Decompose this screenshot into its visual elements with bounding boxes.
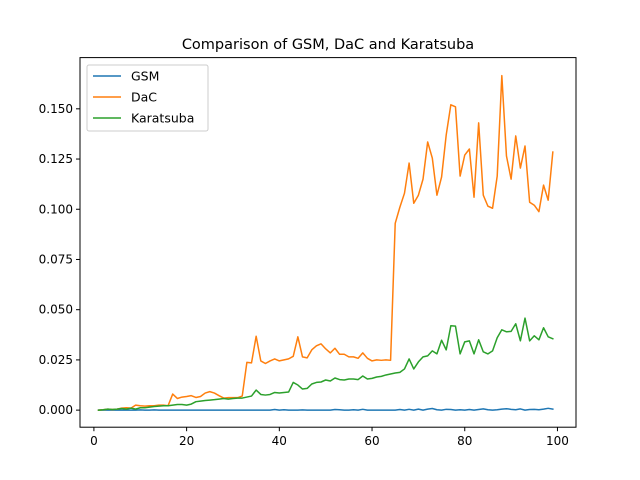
series-lines [97, 74, 554, 411]
series-line-dac [97, 74, 554, 411]
plot-area [79, 57, 577, 428]
legend-label-dac: DaC [131, 90, 157, 105]
axis-ticks: 0 20 40 60 80 100 0.000 0.025 0.050 0.075 0.100 0.1… [39, 102, 569, 448]
x-tick-label: 0 [90, 434, 98, 448]
x-tick-label: 20 [179, 434, 194, 448]
y-tick-label: 0.000 [39, 403, 73, 417]
series-line-gsm [97, 407, 554, 411]
x-tick-label: 40 [272, 434, 287, 448]
y-tick-label: 0.050 [39, 303, 73, 317]
chart-title: Comparison of GSM, DaC and Karatsuba [182, 37, 474, 53]
x-tick-label: 80 [457, 434, 472, 448]
legend: GSM DaC Karatsuba [86, 64, 209, 132]
legend-label-karatsuba: Karatsuba [131, 111, 194, 126]
y-tick-label: 0.100 [39, 202, 73, 216]
y-tick-label: 0.125 [39, 152, 73, 166]
y-tick-label: 0.150 [39, 102, 73, 116]
x-tick-label: 100 [546, 434, 569, 448]
legend-label-gsm: GSM [131, 69, 159, 84]
y-tick-label: 0.025 [39, 353, 73, 367]
legend-box [86, 64, 209, 132]
series-line-karatsuba [97, 317, 554, 411]
y-tick-label: 0.075 [39, 252, 73, 266]
x-tick-label: 60 [364, 434, 379, 448]
